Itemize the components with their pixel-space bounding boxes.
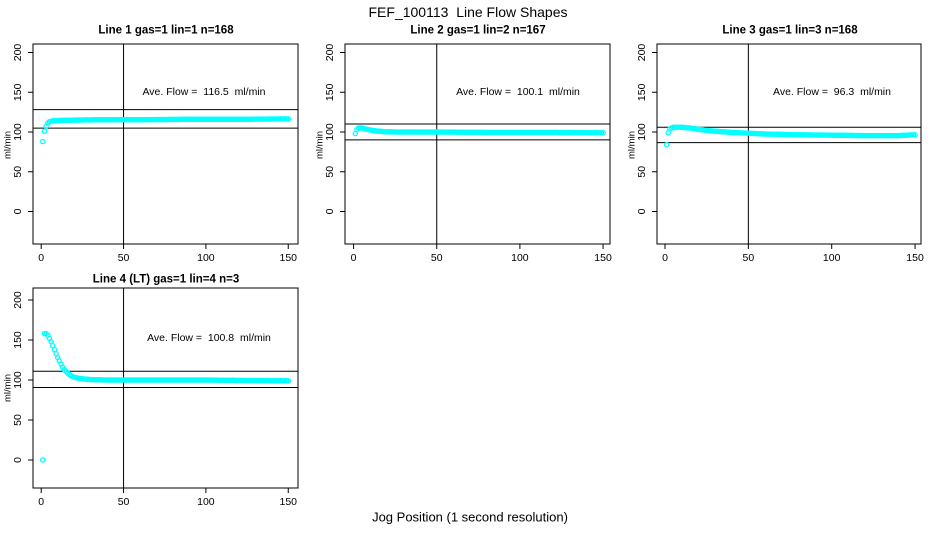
y-tick-label: 150: [324, 83, 336, 101]
plot-border: [656, 43, 922, 245]
panel1-ave-flow-annotation: Ave. Flow = 116.5 ml/min: [142, 85, 266, 98]
y-axis-ticks: 0 50 100 150 200: [12, 44, 33, 214]
x-tick-label: 0: [351, 252, 357, 264]
panel1-title: Line 1 gas=1 lin=1 n=168: [98, 24, 234, 37]
x-axis-ticks: 0 50 100 150: [38, 488, 297, 508]
panel-2: 0 50 100 150 0 50 100 150 200: [324, 43, 612, 264]
x-tick-label: 50: [118, 496, 130, 508]
x-tick-label: 100: [197, 496, 215, 508]
y-axis-ticks: 0 50 100 150 200: [324, 44, 345, 214]
data-points-series: [40, 116, 292, 145]
y-tick-label: 100: [12, 123, 24, 141]
panel-4: 0 50 100 150 0 50 100 150 200: [12, 287, 299, 508]
panel2-ave-flow-annotation: Ave. Flow = 100.1 ml/min: [456, 85, 580, 98]
panel4-ave-flow-annotation: Ave. Flow = 100.8 ml/min: [147, 331, 271, 344]
y-axis-ticks: 0 50 100 150 200: [636, 44, 657, 214]
x-tick-label: 0: [38, 496, 44, 508]
panel2-y-axis-label: ml/min: [314, 131, 326, 159]
y-tick-label: 0: [12, 208, 24, 214]
y-tick-label: 100: [12, 371, 24, 389]
x-tick-label: 100: [823, 252, 841, 264]
y-tick-label: 50: [324, 166, 336, 178]
x-tick-label: 150: [594, 252, 612, 264]
x-tick-label: 150: [279, 252, 297, 264]
plot-border: [32, 43, 299, 245]
y-tick-label: 50: [12, 414, 24, 426]
panel-3: 0 50 100 150 0 50 100 150 200: [636, 43, 924, 264]
panel4-y-axis-label: ml/min: [2, 374, 14, 402]
y-tick-label: 0: [636, 208, 648, 214]
x-tick-label: 50: [743, 252, 755, 264]
x-axis-ticks: 0 50 100 150: [38, 244, 297, 264]
x-tick-label: 100: [197, 252, 215, 264]
panel2-title: Line 2 gas=1 lin=2 n=167: [410, 24, 546, 37]
panel1-y-axis-label: ml/min: [2, 131, 14, 159]
panel4-title: Line 4 (LT) gas=1 lin=4 n=3: [92, 273, 240, 286]
panel-1: 0 50 100 150 0 50 100 150 200: [12, 43, 299, 264]
y-tick-label: 50: [636, 166, 648, 178]
y-tick-label: 100: [636, 123, 648, 141]
x-axis-ticks: 0 50 100 150: [662, 244, 924, 264]
y-tick-label: 50: [12, 166, 24, 178]
y-tick-label: 200: [636, 44, 648, 62]
x-tick-label: 0: [38, 252, 44, 264]
y-tick-label: 200: [12, 291, 24, 309]
x-tick-label: 150: [279, 496, 297, 508]
panel3-y-axis-label: ml/min: [626, 131, 638, 159]
y-tick-label: 150: [636, 83, 648, 101]
plot-border: [344, 43, 611, 245]
x-tick-label: 100: [511, 252, 529, 264]
x-tick-label: 150: [906, 252, 924, 264]
data-points-series: [663, 124, 918, 148]
y-tick-label: 200: [12, 44, 24, 62]
panel3-title: Line 3 gas=1 lin=3 n=168: [722, 24, 858, 37]
y-axis-ticks: 0 50 100 150 200: [12, 291, 33, 463]
x-axis-ticks: 0 50 100 150: [351, 244, 612, 264]
pan3-ave-flow-annotation: Ave. Flow = 96.3 ml/min: [773, 85, 891, 98]
figure-title: FEF_100113 Line Flow Shapes: [368, 4, 568, 20]
x-tick-label: 50: [118, 252, 130, 264]
data-points-series: [352, 125, 606, 137]
x-tick-label: 0: [662, 252, 668, 264]
y-tick-label: 150: [12, 331, 24, 349]
y-tick-label: 0: [324, 208, 336, 214]
x-axis-label: Jog Position (1 second resolution): [372, 509, 568, 525]
y-tick-label: 200: [324, 44, 336, 62]
y-tick-label: 150: [12, 83, 24, 101]
y-tick-label: 100: [324, 123, 336, 141]
outlier-point: [40, 457, 46, 463]
x-tick-label: 50: [431, 252, 443, 264]
data-points-series: [40, 330, 292, 463]
plot-border: [32, 287, 299, 489]
y-tick-label: 0: [12, 457, 24, 463]
